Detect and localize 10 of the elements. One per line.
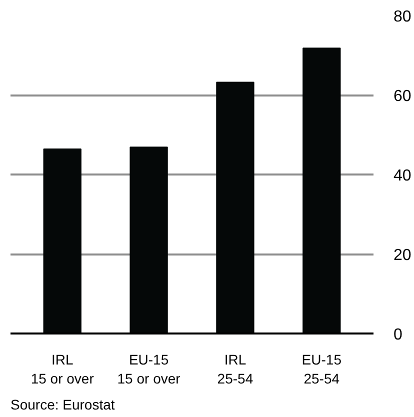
x-tick-label: EU-15 15 or over <box>117 352 181 387</box>
y-tick-label: 20 <box>394 247 412 264</box>
y-tick-label: 80 <box>394 8 412 26</box>
x-tick-label: EU-15 25-54 <box>302 352 342 387</box>
source-note: Source: Eurostat <box>10 396 115 412</box>
y-tick-label: 60 <box>394 88 412 105</box>
x-tick-label: IRL 15 or over <box>30 352 94 387</box>
y-tick-label: 40 <box>394 168 412 184</box>
x-tick-label: IRL 25-54 <box>217 352 254 387</box>
y-tick-label: 0 <box>394 326 402 344</box>
